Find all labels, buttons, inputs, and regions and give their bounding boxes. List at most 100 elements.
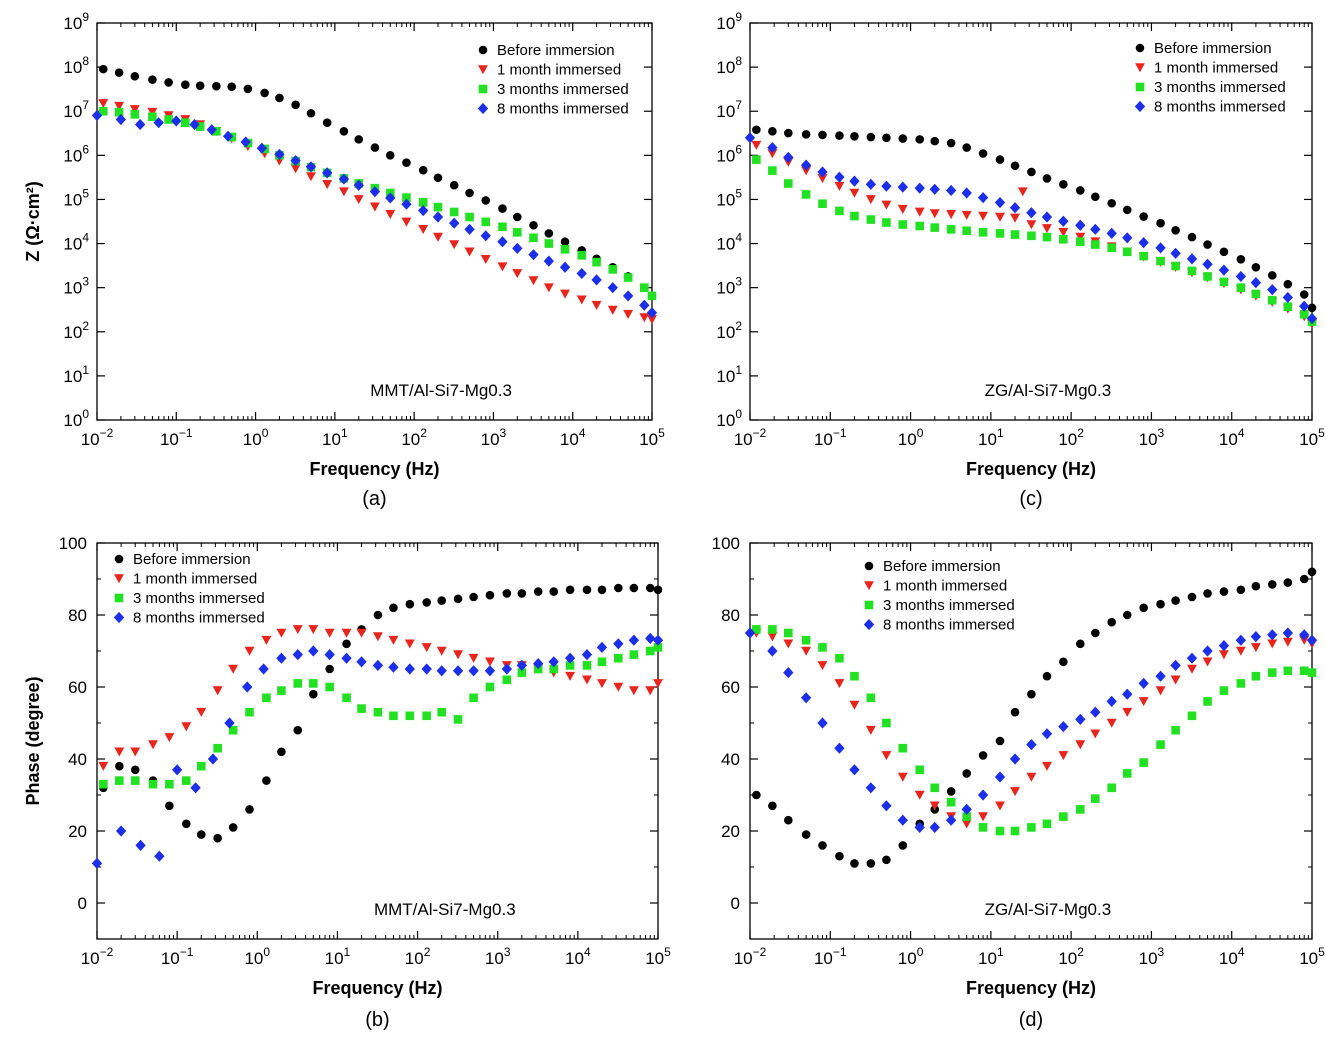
x-tick-label: 100 [898,945,924,968]
data-point [1026,772,1037,782]
data-point [767,149,778,159]
data-point [614,583,623,593]
data-point [389,603,398,613]
x-tick-label: 102 [1058,426,1084,449]
x-axis-title: Frequency (Hz) [966,459,1096,479]
data-point [98,761,109,771]
data-point [528,276,539,286]
data-point [370,143,380,152]
data-point [559,261,571,273]
y-tick-label: 60 [68,678,87,697]
data-point [1156,256,1165,266]
data-point [930,136,940,146]
data-point [613,682,624,692]
data-point [512,242,523,254]
data-point [834,679,845,689]
data-point [433,173,443,183]
x-tick-label: 105 [1299,426,1325,449]
data-point [114,101,125,111]
data-point [1236,679,1246,688]
y-tick-label: 40 [721,750,740,769]
data-point [881,180,892,192]
data-point [1187,232,1197,242]
panel-label: (a) [362,488,386,510]
data-point [961,803,972,815]
data-point [164,78,173,87]
data-point [817,717,828,729]
data-point [744,132,756,144]
data-point [1283,302,1293,312]
data-point [481,217,491,227]
data-point [130,776,140,785]
data-point [978,751,988,760]
data-point [544,239,554,248]
data-point [134,118,146,131]
data-point [801,646,812,656]
y-axis-title: Z (Ω·cm²) [23,181,43,261]
y-tick-label: 108 [63,54,89,77]
data-point [1106,227,1117,239]
data-series [99,583,663,843]
plot-frame [96,542,659,940]
data-point [1026,220,1037,230]
x-tick-label: 102 [401,426,427,449]
data-point [277,686,286,695]
data-point [784,179,793,188]
data-point [639,313,650,323]
data-point [148,740,158,750]
legend: Before immersion 1 month immersed 3 months… [477,42,629,118]
data-point [850,211,859,221]
data-point [372,632,383,642]
legend-marker [113,611,125,624]
data-point [388,635,399,645]
data-series [752,155,1317,326]
data-point [961,819,972,829]
data-point [437,596,446,605]
data-point [628,634,640,646]
data-point [245,707,254,717]
data-series [98,625,663,771]
x-tick-label: 10−1 [814,426,847,449]
data-point [1075,232,1086,242]
data-point [290,155,301,167]
data-point [995,155,1005,164]
data-point [834,742,845,754]
data-point [994,196,1006,209]
data-point [962,226,971,236]
data-point [1219,686,1229,695]
data-point [801,190,811,199]
data-point [353,195,364,205]
x-tick-label: 10−1 [814,945,847,968]
data-point [164,115,173,124]
data-point [1042,819,1052,829]
data-point [582,675,592,685]
data-point [961,187,972,199]
data-point [308,645,319,657]
data-point [529,220,538,230]
data-point [614,653,623,663]
legend: Before immersion 1 month immersed 3 months… [1134,40,1286,116]
data-point [453,715,463,724]
data-point [865,195,876,205]
data-point [1250,643,1261,653]
data-point [1218,264,1230,276]
data-point [783,639,794,649]
plot-frame [749,542,1313,940]
x-tick-label: 105 [1299,945,1325,968]
x-tick-label: 103 [1139,426,1165,449]
data-point [548,656,559,668]
data-point [1122,247,1132,257]
data-point [1283,666,1293,676]
data-point [154,850,165,862]
data-point [339,127,349,136]
data-point [1186,652,1198,664]
data-point [195,122,205,131]
data-point [653,643,663,652]
data-point [977,789,989,801]
data-point [148,779,158,789]
panel-label: (c) [1019,488,1042,510]
data-point [1251,581,1261,591]
data-point [433,232,443,242]
data-point [1027,689,1036,699]
data-point [228,725,238,735]
